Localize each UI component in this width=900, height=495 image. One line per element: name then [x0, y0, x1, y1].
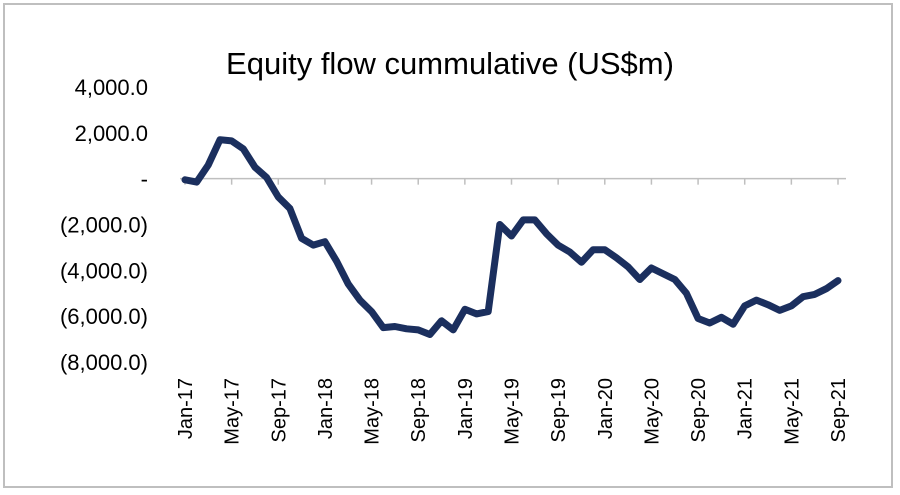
y-tick-label: 4,000.0 — [75, 75, 148, 100]
x-tick-label: May-18 — [362, 378, 384, 445]
x-tick-label: May-21 — [781, 378, 803, 445]
x-tick-label: May-19 — [502, 378, 524, 445]
x-tick-label: Sep-20 — [688, 378, 710, 443]
chart-title: Equity flow cummulative (US$m) — [226, 46, 674, 81]
x-tick-label: Sep-17 — [268, 378, 290, 443]
x-tick-label: Sep-19 — [548, 378, 570, 443]
x-tick-label: Jan-19 — [455, 378, 477, 439]
chart-frame — [3, 3, 893, 488]
y-tick-label: (2,000.0) — [60, 213, 148, 238]
x-tick-label: Jan-17 — [175, 378, 197, 439]
x-tick-label: Sep-21 — [828, 378, 850, 443]
x-tick-label: May-17 — [222, 378, 244, 445]
y-tick-label: - — [141, 167, 148, 192]
x-tick-label: May-20 — [641, 378, 663, 445]
y-tick-label: (6,000.0) — [60, 304, 148, 329]
y-tick-label: (4,000.0) — [60, 258, 148, 283]
x-tick-label: Jan-20 — [595, 378, 617, 439]
y-axis-ticks: 4,000.0 2,000.0 - (2,000.0) (4,000.0) (6,000.… — [60, 75, 148, 375]
x-tick-label: Jan-18 — [315, 378, 337, 439]
y-tick-label: (8,000.0) — [60, 350, 148, 375]
series-line — [181, 136, 842, 338]
x-axis-ticks: Jan-17 May-17 Sep-17 Jan-18 May-18 Sep-18 Jan-… — [175, 178, 850, 445]
x-tick-label: Sep-18 — [408, 378, 430, 443]
x-tick-label: Jan-21 — [735, 378, 757, 439]
y-tick-label: 2,000.0 — [75, 121, 148, 146]
